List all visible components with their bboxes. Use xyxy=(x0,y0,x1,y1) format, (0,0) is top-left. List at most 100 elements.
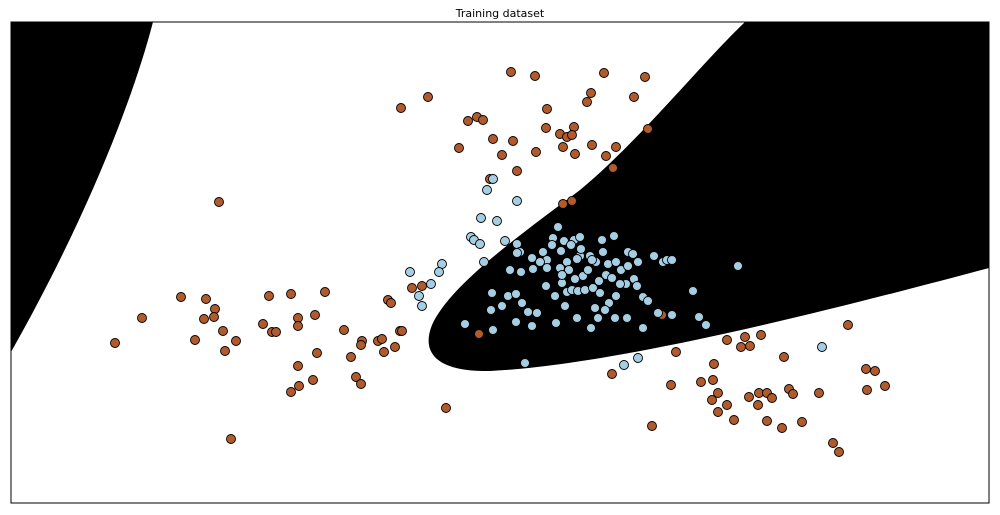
point xyxy=(551,318,561,328)
point xyxy=(231,336,241,346)
point xyxy=(610,313,620,323)
point xyxy=(218,326,228,336)
point xyxy=(397,326,407,336)
point xyxy=(479,257,489,267)
point xyxy=(541,281,551,291)
point xyxy=(779,352,789,362)
point xyxy=(512,248,522,258)
point xyxy=(497,301,507,311)
point xyxy=(588,283,598,293)
decision-region xyxy=(428,22,989,372)
point xyxy=(209,312,219,322)
point xyxy=(293,321,303,331)
point xyxy=(722,400,732,410)
point xyxy=(503,291,513,301)
point xyxy=(572,313,582,323)
point xyxy=(417,281,427,291)
point xyxy=(628,249,638,259)
point xyxy=(426,279,436,289)
point xyxy=(647,421,657,431)
point xyxy=(762,416,772,426)
point xyxy=(356,340,366,350)
point xyxy=(339,325,349,335)
point xyxy=(199,314,209,324)
point xyxy=(633,257,643,267)
point xyxy=(643,296,653,306)
point xyxy=(611,142,621,152)
point xyxy=(667,310,677,320)
point xyxy=(713,388,723,398)
point xyxy=(308,375,318,385)
point xyxy=(505,265,515,275)
point xyxy=(423,92,433,102)
point xyxy=(576,244,586,254)
point xyxy=(603,259,613,269)
point xyxy=(214,197,224,207)
point xyxy=(880,381,890,391)
point xyxy=(532,308,542,318)
point xyxy=(817,342,827,352)
point xyxy=(492,216,502,226)
point xyxy=(488,325,498,335)
point xyxy=(797,417,807,427)
point xyxy=(587,140,597,150)
plot-frame xyxy=(10,21,990,504)
point xyxy=(210,304,220,314)
point xyxy=(567,196,577,206)
point xyxy=(346,352,356,362)
point xyxy=(638,323,648,333)
point xyxy=(834,447,844,457)
point xyxy=(583,265,593,275)
point xyxy=(566,240,576,250)
point xyxy=(736,342,746,352)
point xyxy=(226,434,236,444)
point xyxy=(601,151,611,161)
point xyxy=(379,347,389,357)
point xyxy=(542,263,552,273)
point xyxy=(701,320,711,330)
point xyxy=(575,232,585,242)
point xyxy=(538,247,548,257)
point xyxy=(586,323,596,333)
point xyxy=(547,240,557,250)
point xyxy=(407,283,417,293)
point xyxy=(523,307,533,317)
point xyxy=(377,334,387,344)
point xyxy=(475,239,485,249)
point xyxy=(653,308,663,318)
point xyxy=(633,353,643,363)
point xyxy=(488,134,498,144)
point xyxy=(405,267,415,277)
point xyxy=(293,361,303,371)
chart-title: Training dataset xyxy=(455,7,545,20)
point xyxy=(441,403,451,413)
point xyxy=(733,261,743,271)
point xyxy=(649,251,659,261)
point xyxy=(607,369,617,379)
point xyxy=(694,312,704,322)
point xyxy=(511,317,521,327)
point xyxy=(558,199,568,209)
point xyxy=(607,273,617,283)
point xyxy=(520,358,530,368)
point xyxy=(640,72,650,82)
point xyxy=(434,267,444,277)
point xyxy=(286,387,296,397)
point xyxy=(201,294,211,304)
point xyxy=(870,366,880,376)
point xyxy=(474,329,484,339)
point xyxy=(564,265,574,275)
point xyxy=(632,281,642,291)
point xyxy=(671,347,681,357)
point xyxy=(557,270,567,280)
point xyxy=(454,143,464,153)
point xyxy=(722,335,732,345)
point xyxy=(580,285,590,295)
point xyxy=(271,327,281,337)
point xyxy=(320,287,330,297)
point xyxy=(615,279,625,289)
point xyxy=(264,291,274,301)
decision-region xyxy=(11,22,153,352)
point xyxy=(356,379,366,389)
